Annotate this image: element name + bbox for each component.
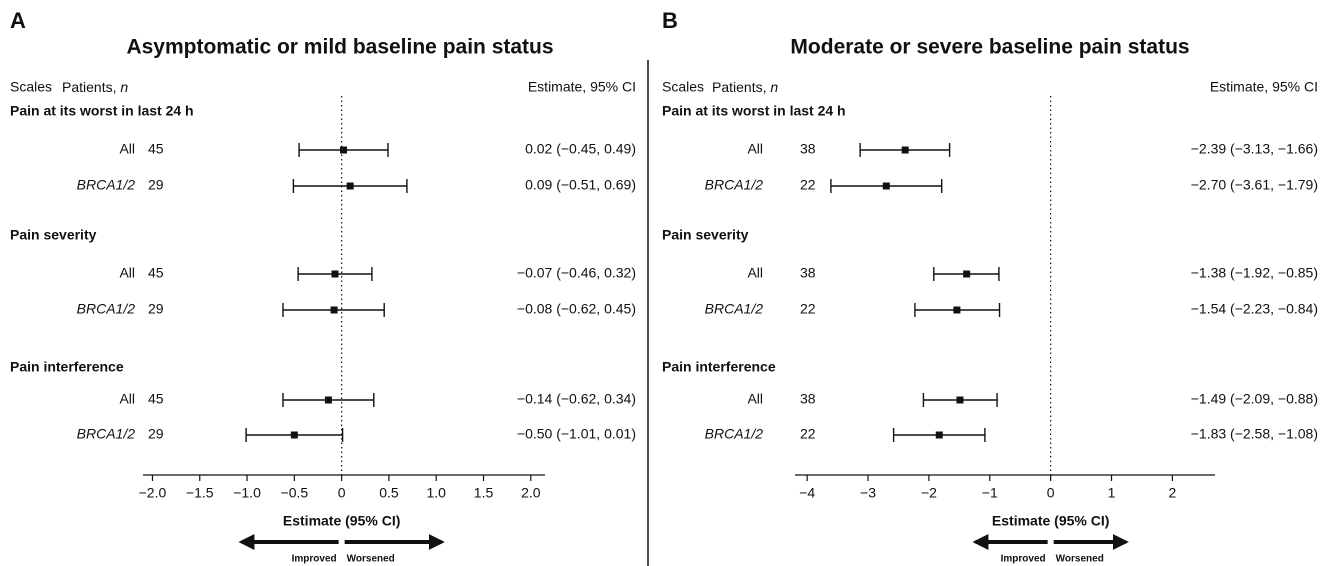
estimate-header: Estimate, 95% CI [528, 79, 636, 95]
x-tick-label: 0 [338, 485, 346, 501]
row-label: All [747, 391, 763, 407]
improved-label: Improved [1001, 554, 1046, 565]
row-label: BRCA1/2 [77, 301, 136, 317]
x-tick-label: −2 [921, 485, 937, 501]
estimate-point [882, 182, 890, 190]
patients-header: Patients, n [62, 79, 128, 95]
worsened-label: Worsened [347, 554, 395, 565]
patients-count: 22 [800, 426, 816, 442]
scales-header: Scales [662, 79, 704, 95]
x-tick-label: 2.0 [521, 485, 541, 501]
x-tick-label: 0 [1047, 485, 1055, 501]
row-label: All [747, 265, 763, 281]
patients-count: 38 [800, 391, 816, 407]
patients-count: 29 [148, 177, 164, 193]
x-tick-label: −4 [799, 485, 815, 501]
estimate-label: −0.07 (−0.46, 0.32) [517, 265, 636, 281]
estimate-point [953, 306, 961, 314]
estimate-point [346, 182, 354, 190]
patients-count: 22 [800, 177, 816, 193]
estimate-label: −1.83 (−2.58, −1.08) [1191, 426, 1318, 442]
x-tick-label: −1 [982, 485, 998, 501]
row-label: All [119, 141, 135, 157]
patients-header-text: Patients, [62, 79, 116, 95]
row-label: All [747, 141, 763, 157]
group-name: Pain at its worst in last 24 h [662, 103, 846, 119]
x-tick-label: −0.5 [281, 485, 309, 501]
estimate-point [935, 431, 943, 439]
x-tick-label: 2 [1168, 485, 1176, 501]
estimate-label: 0.02 (−0.45, 0.49) [525, 141, 636, 157]
improved-label: Improved [292, 554, 337, 565]
patients-header-text: Patients, [712, 79, 766, 95]
scales-header: Scales [10, 79, 52, 95]
estimate-point [324, 396, 332, 404]
row-label: All [119, 391, 135, 407]
estimate-label: −0.50 (−1.01, 0.01) [517, 426, 636, 442]
estimate-point [331, 270, 339, 278]
patients-count: 38 [800, 141, 816, 157]
row-label: BRCA1/2 [705, 177, 764, 193]
x-tick-label: 1.0 [426, 485, 446, 501]
x-tick-label: −2.0 [139, 485, 167, 501]
x-tick-label: 0.5 [379, 485, 399, 501]
estimate-header: Estimate, 95% CI [1210, 79, 1318, 95]
row-label: BRCA1/2 [77, 426, 136, 442]
estimate-label: −2.39 (−3.13, −1.66) [1191, 141, 1318, 157]
estimate-label: −1.38 (−1.92, −0.85) [1191, 265, 1318, 281]
estimate-label: −2.70 (−3.61, −1.79) [1191, 177, 1318, 193]
patients-count: 29 [148, 301, 164, 317]
x-axis-label: Estimate (95% CI) [992, 513, 1109, 529]
group-name: Pain severity [10, 227, 97, 243]
patients-count: 29 [148, 426, 164, 442]
panel-title: Asymptomatic or mild baseline pain statu… [126, 36, 553, 59]
x-tick-label: 1.5 [474, 485, 494, 501]
group-name: Pain severity [662, 227, 749, 243]
row-label: BRCA1/2 [705, 426, 764, 442]
panel-title: Moderate or severe baseline pain status [790, 36, 1189, 59]
estimate-point [290, 431, 298, 439]
row-label: BRCA1/2 [77, 177, 136, 193]
estimate-point [330, 306, 338, 314]
patients-count: 22 [800, 301, 816, 317]
patients-count: 45 [148, 391, 164, 407]
panel-letter: A [10, 8, 26, 33]
estimate-label: −0.14 (−0.62, 0.34) [517, 391, 636, 407]
patients-header-n: n [120, 79, 128, 95]
x-tick-label: 1 [1108, 485, 1116, 501]
estimate-label: −1.54 (−2.23, −0.84) [1191, 301, 1318, 317]
x-tick-label: −1.5 [186, 485, 214, 501]
patients-header: Patients, n [712, 79, 778, 95]
estimate-label: 0.09 (−0.51, 0.69) [525, 177, 636, 193]
estimate-point [963, 270, 971, 278]
x-tick-label: −3 [860, 485, 876, 501]
group-name: Pain interference [662, 359, 776, 375]
estimate-label: −0.08 (−0.62, 0.45) [517, 301, 636, 317]
x-axis-label: Estimate (95% CI) [283, 513, 400, 529]
x-tick-label: −1.0 [233, 485, 261, 501]
estimate-point [956, 396, 964, 404]
patients-header-n: n [770, 79, 778, 95]
patients-count: 45 [148, 265, 164, 281]
row-label: All [119, 265, 135, 281]
estimate-point [901, 146, 909, 154]
row-label: BRCA1/2 [705, 301, 764, 317]
patients-count: 38 [800, 265, 816, 281]
patients-count: 45 [148, 141, 164, 157]
estimate-point [340, 146, 348, 154]
group-name: Pain interference [10, 359, 124, 375]
worsened-label: Worsened [1056, 554, 1104, 565]
estimate-label: −1.49 (−2.09, −0.88) [1191, 391, 1318, 407]
panel-letter: B [662, 8, 678, 33]
group-name: Pain at its worst in last 24 h [10, 103, 194, 119]
